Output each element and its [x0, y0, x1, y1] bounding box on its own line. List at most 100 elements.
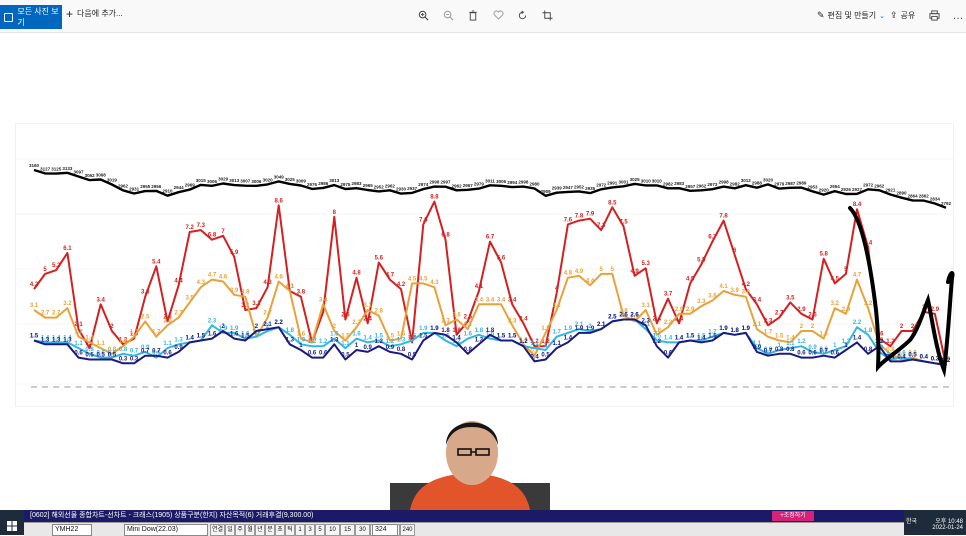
favorite-icon[interactable] — [492, 10, 504, 22]
period-button[interactable]: 일 — [225, 524, 235, 536]
crop-icon[interactable] — [541, 10, 553, 22]
data-label: 0.8 — [119, 347, 128, 353]
x-tick — [620, 386, 627, 388]
data-label: 1.5 — [30, 334, 39, 340]
data-label: 2972 — [596, 182, 607, 187]
x-tick — [164, 386, 171, 388]
data-label: 3.9 — [230, 288, 239, 294]
period-button[interactable]: 30 — [355, 524, 370, 536]
data-label: 3.4 — [486, 297, 495, 303]
data-label: 0.3 — [931, 356, 940, 362]
data-label: 0.9 — [364, 345, 373, 351]
data-label: 1.8 — [452, 328, 461, 334]
data-label: 4.2 — [30, 282, 39, 288]
period-button[interactable]: 월 — [245, 524, 255, 536]
data-label: 2965 — [363, 183, 374, 188]
data-label: 1.9 — [742, 326, 751, 332]
period-button[interactable]: 초 — [275, 524, 285, 536]
period-button[interactable]: 분 — [265, 524, 275, 536]
data-label: 3.4 — [319, 297, 328, 303]
view-all-photos-button[interactable]: 모든 사진 보기 — [0, 5, 62, 29]
data-label: 0.6 — [831, 351, 840, 357]
data-label: 1.4 — [63, 335, 72, 341]
data-label: 0.9 — [386, 345, 395, 351]
data-label: 0.8 — [85, 347, 94, 353]
data-label: 2982 — [730, 181, 741, 186]
data-label: 6.8 — [441, 233, 450, 239]
print-icon[interactable] — [928, 10, 940, 22]
x-tick — [520, 386, 527, 388]
more-icon[interactable]: … — [952, 10, 964, 22]
x-tick — [876, 386, 883, 388]
x-tick — [820, 386, 827, 388]
data-label: 2890 — [896, 191, 907, 196]
zoom-in-icon[interactable] — [417, 10, 429, 22]
data-label: 0.9 — [141, 345, 150, 351]
data-label: 2.2 — [664, 320, 673, 326]
data-label: 2.6 — [619, 313, 628, 319]
data-label: 7.6 — [419, 217, 428, 223]
x-tick — [275, 386, 282, 388]
delete-icon[interactable] — [467, 10, 479, 22]
share-button[interactable]: ⇪ 공유 — [890, 10, 915, 21]
period-button[interactable]: 연결 — [210, 524, 225, 536]
data-label: 2998 — [429, 180, 440, 185]
period-button[interactable]: 틱 — [285, 524, 295, 536]
period-button[interactable]: 년 — [255, 524, 265, 536]
data-label: 2.1 — [464, 322, 473, 328]
data-label: 2.5 — [464, 314, 473, 320]
data-label: 0.3 — [931, 356, 940, 362]
period-button[interactable]: 15 — [340, 524, 355, 536]
system-tray: 한국 오후 10:48 2022-01-24 — [904, 510, 966, 535]
data-label: 0.6 — [74, 351, 83, 357]
data-label: 1.6 — [464, 332, 473, 338]
data-label: 1.1 — [553, 341, 562, 347]
data-label: 4.7 — [853, 273, 862, 279]
data-label: 0.6 — [808, 351, 817, 357]
data-label: 0.6 — [897, 351, 906, 357]
adjust-button[interactable]: +조정하기 — [772, 511, 814, 521]
data-label: 0.6 — [797, 351, 806, 357]
data-label: 1.9 — [230, 326, 239, 332]
zoom-out-icon[interactable] — [442, 10, 454, 22]
start-button[interactable] — [0, 510, 24, 535]
rotate-icon[interactable] — [516, 10, 528, 22]
period-button[interactable]: 5 — [315, 524, 325, 536]
data-label: 1.4 — [452, 335, 461, 341]
period-button[interactable]: 주 — [235, 524, 245, 536]
adjust-label: +조정하기 — [780, 513, 806, 519]
data-label: 0.3 — [130, 356, 139, 362]
x-tick — [375, 386, 382, 388]
series-line — [33, 200, 947, 366]
period-button[interactable]: 3 — [305, 524, 315, 536]
photo-viewer-toolbar: 모든 사진 보기 + 다음에 추가... ✎ 편집 및 만들기 ⌄ ⇪ 공유 … — [0, 0, 966, 33]
data-label: 1.1 — [530, 341, 539, 347]
code-input[interactable]: YMH22 — [52, 524, 92, 536]
x-tick — [342, 386, 349, 388]
data-label: 1.3 — [174, 337, 183, 343]
data-label: 0.7 — [820, 349, 829, 355]
period-button[interactable]: 10 — [325, 524, 340, 536]
data-label: 5.9 — [230, 250, 239, 256]
edit-create-button[interactable]: ✎ 편집 및 만들기 ⌄ — [817, 10, 885, 21]
count-input[interactable]: 324 — [372, 524, 398, 536]
data-label: 2930 — [396, 187, 407, 192]
data-label: 1.8 — [486, 328, 495, 334]
data-label: 2921 — [885, 188, 896, 193]
data-label: 7 — [221, 229, 225, 235]
data-label: 0.7 — [152, 349, 161, 355]
data-label: 3.5 — [186, 295, 195, 301]
data-label: 2982 — [663, 181, 674, 186]
data-label: 1.4 — [364, 335, 373, 341]
data-label: 3133 — [62, 166, 73, 171]
period-button[interactable]: 240 — [400, 524, 415, 536]
add-to-label: 다음에 추가... — [77, 9, 123, 18]
data-label: 2.1 — [753, 322, 762, 328]
data-label: 3.4 — [497, 297, 506, 303]
add-to-button[interactable]: + 다음에 추가... — [66, 8, 123, 20]
data-label: 3001 — [618, 179, 629, 184]
data-label: 2.4 — [364, 316, 373, 322]
period-button[interactable]: 1 — [295, 524, 305, 536]
data-label: 2987 — [785, 181, 796, 186]
data-label: 2.8 — [619, 309, 628, 315]
